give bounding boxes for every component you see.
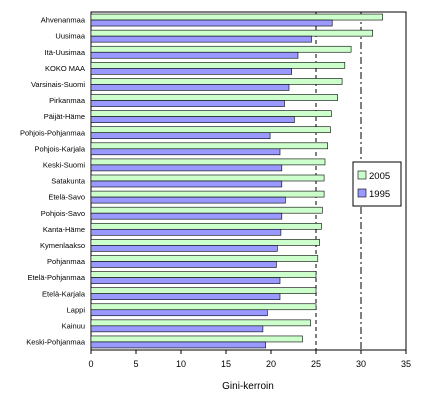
bars-group [90, 13, 383, 349]
legend-swatch-2005 [357, 170, 367, 180]
bar-2005-13 [90, 222, 322, 230]
category-label: Varsinais-Suomi [31, 80, 85, 89]
category-label: Pohjanmaa [47, 257, 86, 266]
category-label: Itä-Uusimaa [45, 48, 86, 57]
bar-2005-1 [90, 29, 374, 37]
bar-1995-19 [90, 325, 264, 333]
bar-1995-18 [90, 309, 268, 317]
category-label: Kainuu [62, 321, 85, 330]
bar-2005-15 [90, 255, 319, 262]
category-label: Lappi [67, 305, 86, 314]
bar-2005-14 [90, 239, 320, 246]
x-tick-label: 0 [88, 359, 93, 369]
category-label: Uusimaa [55, 32, 85, 41]
category-label: Keski-Pohjanmaa [26, 338, 86, 347]
bar-1995-1 [90, 35, 312, 43]
bar-1995-17 [90, 293, 281, 300]
bar-2005-7 [90, 126, 331, 134]
category-label: Satakunta [51, 177, 86, 186]
bar-1995-12 [90, 212, 283, 220]
bar-2005-10 [90, 174, 325, 182]
x-tick-label: 35 [401, 359, 411, 369]
legend-box [352, 161, 402, 207]
bar-2005-19 [90, 319, 311, 327]
bar-2005-3 [90, 62, 346, 69]
category-label: Keski-Suomi [43, 161, 85, 170]
bar-1995-0 [90, 19, 333, 27]
bar-1995-13 [90, 228, 282, 236]
category-label: Ahvenanmaa [41, 16, 86, 25]
bar-2005-20 [90, 335, 303, 343]
bar-2005-4 [90, 78, 343, 85]
bar-2005-0 [90, 13, 383, 21]
bar-2005-8 [90, 142, 328, 150]
category-label: Etelä-Karjala [42, 289, 86, 298]
bar-2005-6 [90, 110, 332, 117]
bar-2005-9 [90, 158, 326, 166]
bar-2005-12 [90, 206, 323, 214]
x-tick-label: 30 [356, 359, 366, 369]
category-label: Etelä-Savo [48, 193, 85, 202]
legend-label-1995: 1995 [369, 189, 390, 200]
bar-1995-4 [90, 84, 290, 91]
legend-swatch-1995 [357, 188, 367, 198]
category-label: Pohjois-Karjala [35, 144, 86, 153]
category-label: KOKO MAA [45, 64, 85, 73]
bar-1995-6 [90, 116, 295, 123]
x-tick-label: 15 [221, 359, 231, 369]
legend-label-2005: 2005 [369, 171, 390, 182]
bar-2005-5 [90, 94, 338, 101]
x-axis-label: Gini-kerroin [222, 381, 274, 392]
category-label: Pirkanmaa [49, 96, 86, 105]
bar-2005-2 [90, 45, 352, 53]
x-tick-label: 5 [133, 359, 138, 369]
x-tick-label: 10 [176, 359, 186, 369]
bar-1995-15 [90, 261, 277, 268]
bar-1995-8 [90, 148, 281, 156]
bar-1995-20 [90, 341, 266, 349]
bar-2005-18 [90, 303, 317, 311]
x-tick-label: 20 [266, 359, 276, 369]
x-tick-label: 25 [311, 359, 321, 369]
bar-1995-9 [90, 164, 283, 172]
category-label: Etelä-Pohjanmaa [27, 273, 85, 282]
category-label: Kanta-Häme [43, 225, 85, 234]
category-label: Pohjois-Pohjanmaa [20, 128, 86, 137]
x-axis-ticks: 0 5 10 15 20 25 30 35 [88, 350, 411, 369]
category-label: Päijät-Häme [44, 112, 85, 121]
bar-2005-11 [90, 190, 325, 198]
bar-1995-5 [90, 100, 285, 107]
category-label: Kymenlaakso [40, 241, 85, 250]
bar-2005-17 [90, 287, 317, 294]
category-labels: Ahvenanmaa Uusimaa Itä-Uusimaa KOKO MAA Vars… [20, 16, 86, 347]
bar-1995-2 [90, 51, 299, 59]
bar-1995-11 [90, 196, 286, 204]
bar-2005-16 [90, 271, 317, 278]
legend: 2005 1995 [352, 161, 402, 207]
bar-1995-16 [90, 277, 281, 284]
bar-1995-10 [90, 180, 283, 188]
bar-1995-7 [90, 132, 271, 140]
bar-1995-3 [90, 68, 292, 75]
bar-1995-14 [90, 245, 278, 252]
category-label: Pohjois-Savo [41, 209, 85, 218]
